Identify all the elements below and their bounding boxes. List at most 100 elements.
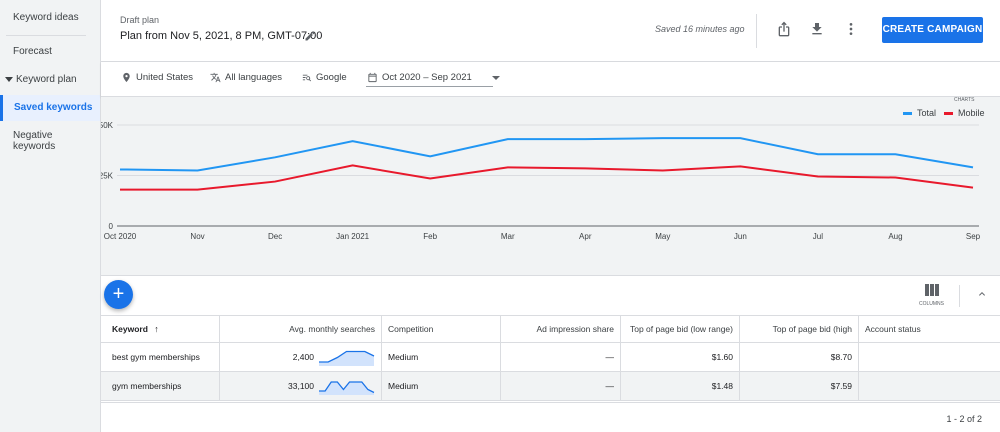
add-keyword-button[interactable]: +: [104, 280, 133, 309]
sparkline-line: [319, 381, 375, 394]
x-tick-label: Dec: [268, 232, 282, 241]
date-range-label: Oct 2020 – Sep 2021: [382, 72, 472, 83]
date-range-underline: [366, 86, 493, 87]
legend-item-mobile[interactable]: Mobile: [944, 108, 985, 118]
language-label: All languages: [225, 72, 283, 83]
header-divider: [756, 14, 757, 48]
language-filter[interactable]: All languages: [210, 72, 282, 83]
sidebar-item-forecast[interactable]: Forecast: [13, 46, 52, 57]
column-header-label: Keyword: [112, 324, 148, 334]
pagination-label: 1 - 2 of 2: [946, 414, 982, 424]
bid-high-cell: $8.70: [740, 343, 859, 372]
network-label: Google: [316, 72, 347, 83]
caret-down-icon: [5, 76, 13, 82]
bid-low-cell: $1.48: [621, 372, 740, 401]
x-tick-label: Mar: [501, 232, 515, 241]
y-tick-label: 0: [109, 222, 114, 231]
table-header: Keyword ↑ Avg. monthly searches Competit…: [101, 315, 1000, 361]
keyword-cell: best gym memberships: [101, 343, 220, 372]
series-line-total: [119, 137, 974, 172]
draft-plan-label: Draft plan: [120, 15, 160, 25]
saved-status: Saved 16 minutes ago: [655, 24, 745, 34]
legend-swatch: [944, 111, 953, 115]
network-filter[interactable]: Google: [301, 72, 347, 83]
sidebar-item-label: Keyword plan: [16, 74, 77, 85]
column-header-bid-high[interactable]: Top of page bid (high range): [740, 316, 859, 361]
column-header-competition[interactable]: Competition: [382, 316, 501, 343]
account-status-cell: [859, 372, 1000, 401]
legend-label: Total: [917, 108, 937, 118]
searches-cell: 33,100: [220, 372, 382, 401]
location-filter[interactable]: United States: [121, 72, 193, 83]
dropdown-arrow-icon: [491, 75, 500, 80]
x-tick-label: May: [655, 232, 670, 241]
x-tick-label: Jul: [813, 232, 823, 241]
plan-header: Draft plan Plan from Nov 5, 2021, 8 PM, …: [101, 0, 1000, 62]
filter-bar: United States All languages Google Oct 2…: [101, 62, 1000, 97]
share-icon[interactable]: [776, 20, 792, 38]
sidebar-item-keyword-ideas[interactable]: Keyword ideas: [13, 12, 79, 23]
column-header-impression-share[interactable]: Ad impression share: [501, 316, 621, 343]
toolbar-divider: [959, 285, 960, 307]
competition-cell: Medium: [382, 343, 501, 372]
column-header-bid-low[interactable]: Top of page bid (low range): [621, 316, 740, 343]
location-label: United States: [136, 72, 194, 83]
search-network-icon: [302, 74, 312, 82]
impression-share-cell: —: [501, 343, 621, 372]
bid-low-cell: $1.60: [621, 343, 740, 372]
x-tick-label: Feb: [423, 232, 437, 241]
table-footer: 1 - 2 of 2: [101, 402, 1000, 432]
table-row[interactable]: gym memberships 33,100 Medium — $1.48 $7…: [101, 372, 1000, 401]
x-tick-label: Sep: [966, 232, 981, 241]
bid-high-cell: $7.59: [740, 372, 859, 401]
columns-label[interactable]: COLUMNS: [919, 301, 945, 307]
competition-cell: Medium: [382, 372, 501, 401]
x-tick-label: Aug: [888, 232, 902, 241]
date-range-filter[interactable]: Oct 2020 – Sep 2021: [367, 72, 500, 83]
more-vert-icon[interactable]: [843, 20, 859, 38]
sidebar-item-keyword-plan[interactable]: Keyword plan: [0, 74, 100, 85]
translate-icon: [210, 72, 221, 83]
sidebar-nav: Keyword ideas Forecast Keyword plan Save…: [0, 0, 101, 432]
sparkline-line: [319, 350, 375, 363]
sidebar-item-saved-keywords[interactable]: Saved keywords: [0, 95, 100, 121]
series-line-mobile: [120, 164, 974, 191]
main-content: Draft plan Plan from Nov 5, 2021, 8 PM, …: [101, 0, 1000, 432]
plan-title: Plan from Nov 5, 2021, 8 PM, GMT-07:00: [120, 30, 323, 42]
sidebar-item-negative-keywords[interactable]: Negative keywords: [13, 130, 56, 152]
column-header-account-status[interactable]: Account status: [865, 324, 921, 334]
x-tick-label: Jun: [734, 232, 747, 241]
account-status-cell: [859, 343, 1000, 372]
create-campaign-button[interactable]: CREATE CAMPAIGN: [882, 17, 983, 43]
legend-item-total[interactable]: Total: [903, 108, 936, 118]
searches-cell: 2,400: [220, 343, 382, 372]
column-header-keyword[interactable]: Keyword ↑: [101, 316, 220, 343]
table-toolbar: [101, 275, 1000, 315]
y-tick-label: 25K: [101, 172, 114, 181]
sidebar-divider: [6, 35, 86, 36]
columns-icon[interactable]: [925, 284, 939, 296]
column-header-searches[interactable]: Avg. monthly searches: [220, 316, 382, 343]
x-tick-label: Nov: [190, 232, 204, 241]
keyword-cell: gym memberships: [101, 372, 220, 401]
legend-swatch: [903, 111, 912, 115]
x-tick-label: Jan 2021: [336, 232, 369, 241]
table-row[interactable]: best gym memberships 2,400 Medium — $1.6…: [101, 343, 1000, 372]
sparkline-fill: [319, 382, 374, 395]
chart-panel: [101, 97, 1000, 275]
sparkline-fill: [319, 351, 374, 366]
calendar-icon: [368, 72, 377, 83]
trend-sparkline: [319, 350, 375, 366]
x-tick-label: Apr: [579, 232, 592, 241]
edit-icon[interactable]: [304, 30, 316, 42]
sort-arrow-icon: ↑: [154, 324, 159, 334]
chevron-up-icon[interactable]: [976, 288, 988, 300]
trend-sparkline: [319, 381, 375, 395]
legend-label: Mobile: [958, 108, 985, 118]
impression-share-cell: —: [501, 372, 621, 401]
line-chart: 0 25K 50K Oct 2020 Nov Dec Jan 2021 Feb Mar Apr Ma…: [101, 121, 981, 241]
charts-toggle[interactable]: CHARTS: [954, 97, 975, 103]
download-icon[interactable]: [809, 20, 825, 38]
x-tick-label: Oct 2020: [104, 232, 137, 241]
y-tick-label: 50K: [101, 121, 114, 130]
